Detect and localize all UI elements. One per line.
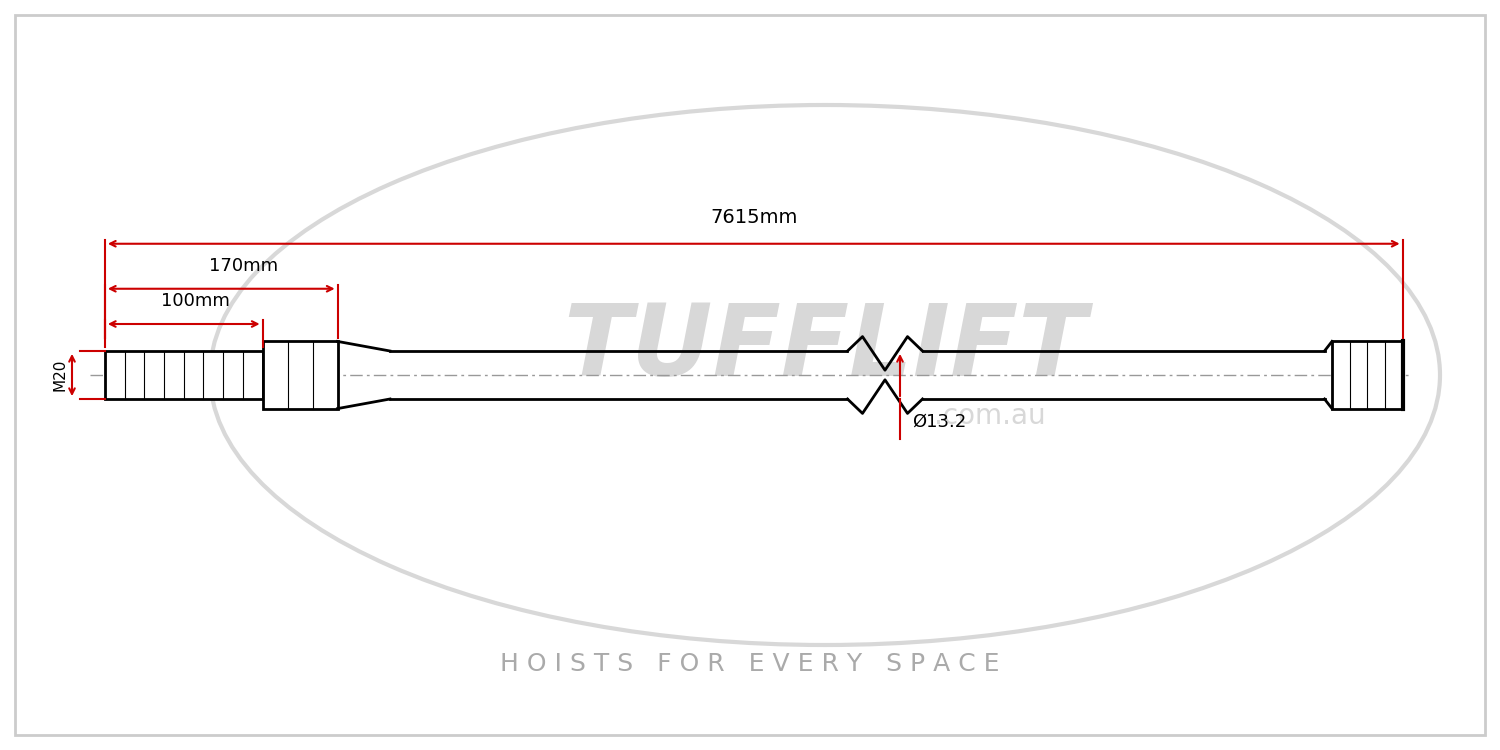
Text: 100mm: 100mm [162, 292, 230, 310]
Bar [262, 341, 338, 409]
Text: M20: M20 [53, 358, 68, 392]
Bar [105, 351, 262, 399]
Bar [1332, 341, 1402, 409]
Text: .com.au: .com.au [934, 402, 1046, 430]
Text: TUFFLIFT: TUFFLIFT [564, 300, 1086, 398]
Text: 170mm: 170mm [209, 257, 279, 275]
Text: H O I S T S   F O R   E V E R Y   S P A C E: H O I S T S F O R E V E R Y S P A C E [500, 652, 999, 676]
Text: Ø13.2: Ø13.2 [912, 413, 966, 430]
Text: 7615mm: 7615mm [710, 209, 798, 227]
